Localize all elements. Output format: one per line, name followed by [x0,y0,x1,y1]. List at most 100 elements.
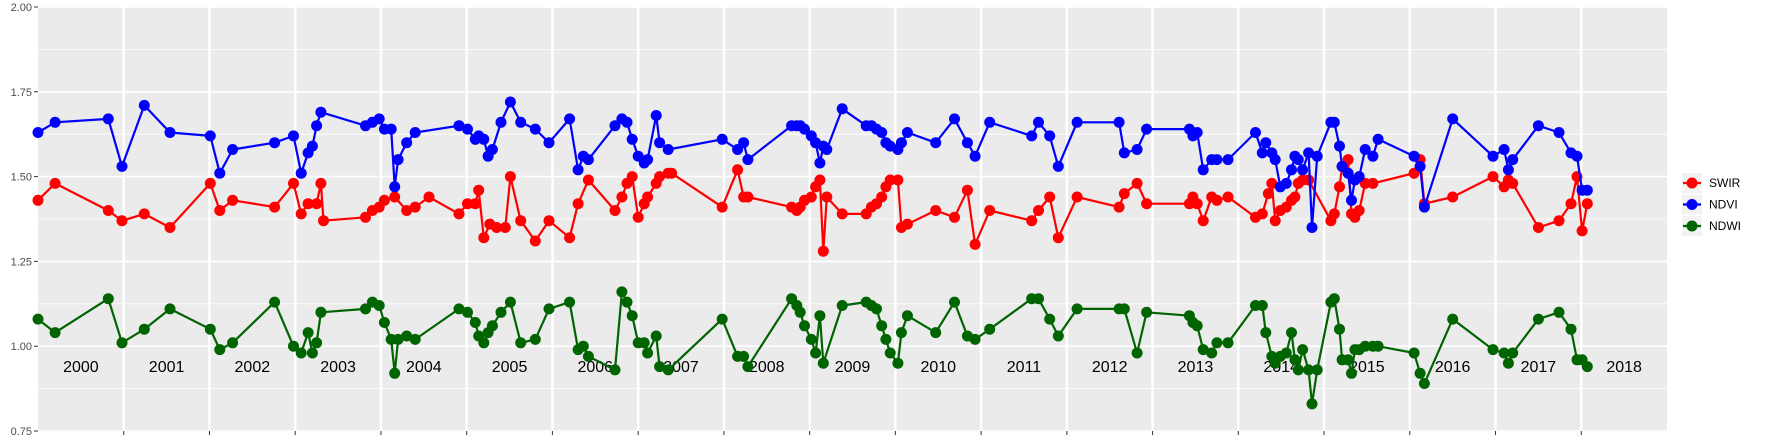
data-point-swir [1033,205,1044,216]
data-point-swir [930,205,942,216]
data-point-swir [288,177,299,189]
data-point-ndwi [817,357,829,369]
data-point-swir [969,238,981,250]
data-point-ndvi [876,127,888,138]
data-point-ndwi [1311,364,1323,376]
data-point-ndwi [1334,323,1345,335]
data-point-ndwi [930,327,942,339]
data-point-ndwi [1487,344,1499,356]
data-point-ndwi [662,364,674,376]
data-point-ndwi [1507,347,1519,359]
data-point-ndwi [810,347,822,359]
data-point-ndwi [373,300,385,311]
data-point-ndwi [577,340,589,352]
data-point-ndwi [389,367,401,379]
data-point-ndwi [302,327,314,339]
data-point-swir [423,191,435,203]
year-label: 2013 [1178,359,1214,376]
data-point-swir [949,211,960,223]
data-point-swir [504,171,516,183]
legend-key-point [1686,177,1698,189]
data-point-ndvi [1297,164,1309,176]
data-point-ndvi [1292,154,1304,166]
data-point-swir [1222,191,1234,203]
data-point-ndvi [102,113,114,125]
data-point-ndwi [49,327,61,339]
data-point-ndwi [582,350,594,362]
year-label: 2002 [235,359,271,376]
data-point-ndvi [1367,150,1379,162]
data-point-ndvi [373,113,385,125]
data-point-ndwi [609,364,621,376]
year-label: 2011 [1007,359,1042,376]
data-point-swir [836,208,848,220]
year-label: 2009 [835,359,871,376]
data-point-ndvi [1222,154,1234,166]
data-point-ndvi [626,133,638,145]
data-point-ndwi [871,303,882,315]
data-point-ndvi [814,157,826,169]
series-ndwi [32,286,1593,410]
data-point-ndvi [961,137,973,149]
data-point-swir [1071,191,1083,203]
data-point-ndwi [814,310,826,322]
data-point-ndwi [1289,354,1301,366]
data-point-ndwi [1197,344,1209,356]
data-point-swir [1113,201,1125,213]
data-point-ndvi [1346,194,1357,206]
data-point-ndvi [1311,150,1323,162]
data-point-ndwi [1141,306,1153,318]
data-point-ndvi [650,110,662,121]
data-point-swir [666,167,678,179]
data-point-swir [1553,215,1565,227]
data-point-ndwi [1206,347,1218,359]
data-point-swir [1576,225,1588,237]
data-point-ndvi [1250,127,1261,138]
data-point-swir [315,177,327,189]
data-point-swir [1353,205,1365,216]
data-point-swir [572,198,584,210]
data-point-swir [1131,177,1143,189]
data-point-ndwi [295,347,307,359]
data-point-ndvi [1328,116,1340,128]
data-point-ndwi [504,296,516,308]
data-point-ndvi [138,99,150,111]
data-point-swir [1026,215,1038,227]
data-point-ndvi [315,106,327,118]
data-point-ndvi [32,127,44,138]
legend-key-point [1686,220,1698,232]
data-point-swir [1581,198,1593,210]
data-point-swir [984,205,996,216]
data-point-ndwi [360,303,371,315]
data-point-ndwi [214,344,226,356]
data-point-ndwi [462,306,473,318]
data-point-ndwi [1118,303,1130,315]
data-point-ndvi [1581,184,1593,196]
data-point-ndvi [1507,154,1519,166]
data-point-swir [1266,177,1278,189]
data-point-swir [1487,171,1499,183]
legend-label: SWIR [1709,176,1741,190]
data-point-ndvi [227,144,239,155]
data-point-ndwi [1286,327,1297,339]
data-point-ndvi [621,116,633,128]
data-point-ndwi [654,361,666,373]
data-point-ndwi [1498,347,1510,359]
y-tick-label: 1.25 [11,256,32,268]
data-point-swir [742,191,754,203]
data-point-ndwi [1414,367,1426,379]
data-point-ndvi [515,116,527,128]
data-point-swir [1565,198,1577,210]
data-point-ndwi [204,323,216,335]
data-point-swir [138,208,150,220]
data-point-swir [642,191,654,203]
data-point-swir [626,171,638,183]
data-point-ndvi [453,120,465,132]
data-point-swir [269,201,281,213]
data-point-swir [1191,198,1203,210]
data-point-ndwi [1044,313,1056,325]
data-point-swir [654,171,666,183]
data-point-ndwi [621,296,633,308]
data-point-swir [491,222,503,233]
data-point-ndwi [102,293,114,305]
